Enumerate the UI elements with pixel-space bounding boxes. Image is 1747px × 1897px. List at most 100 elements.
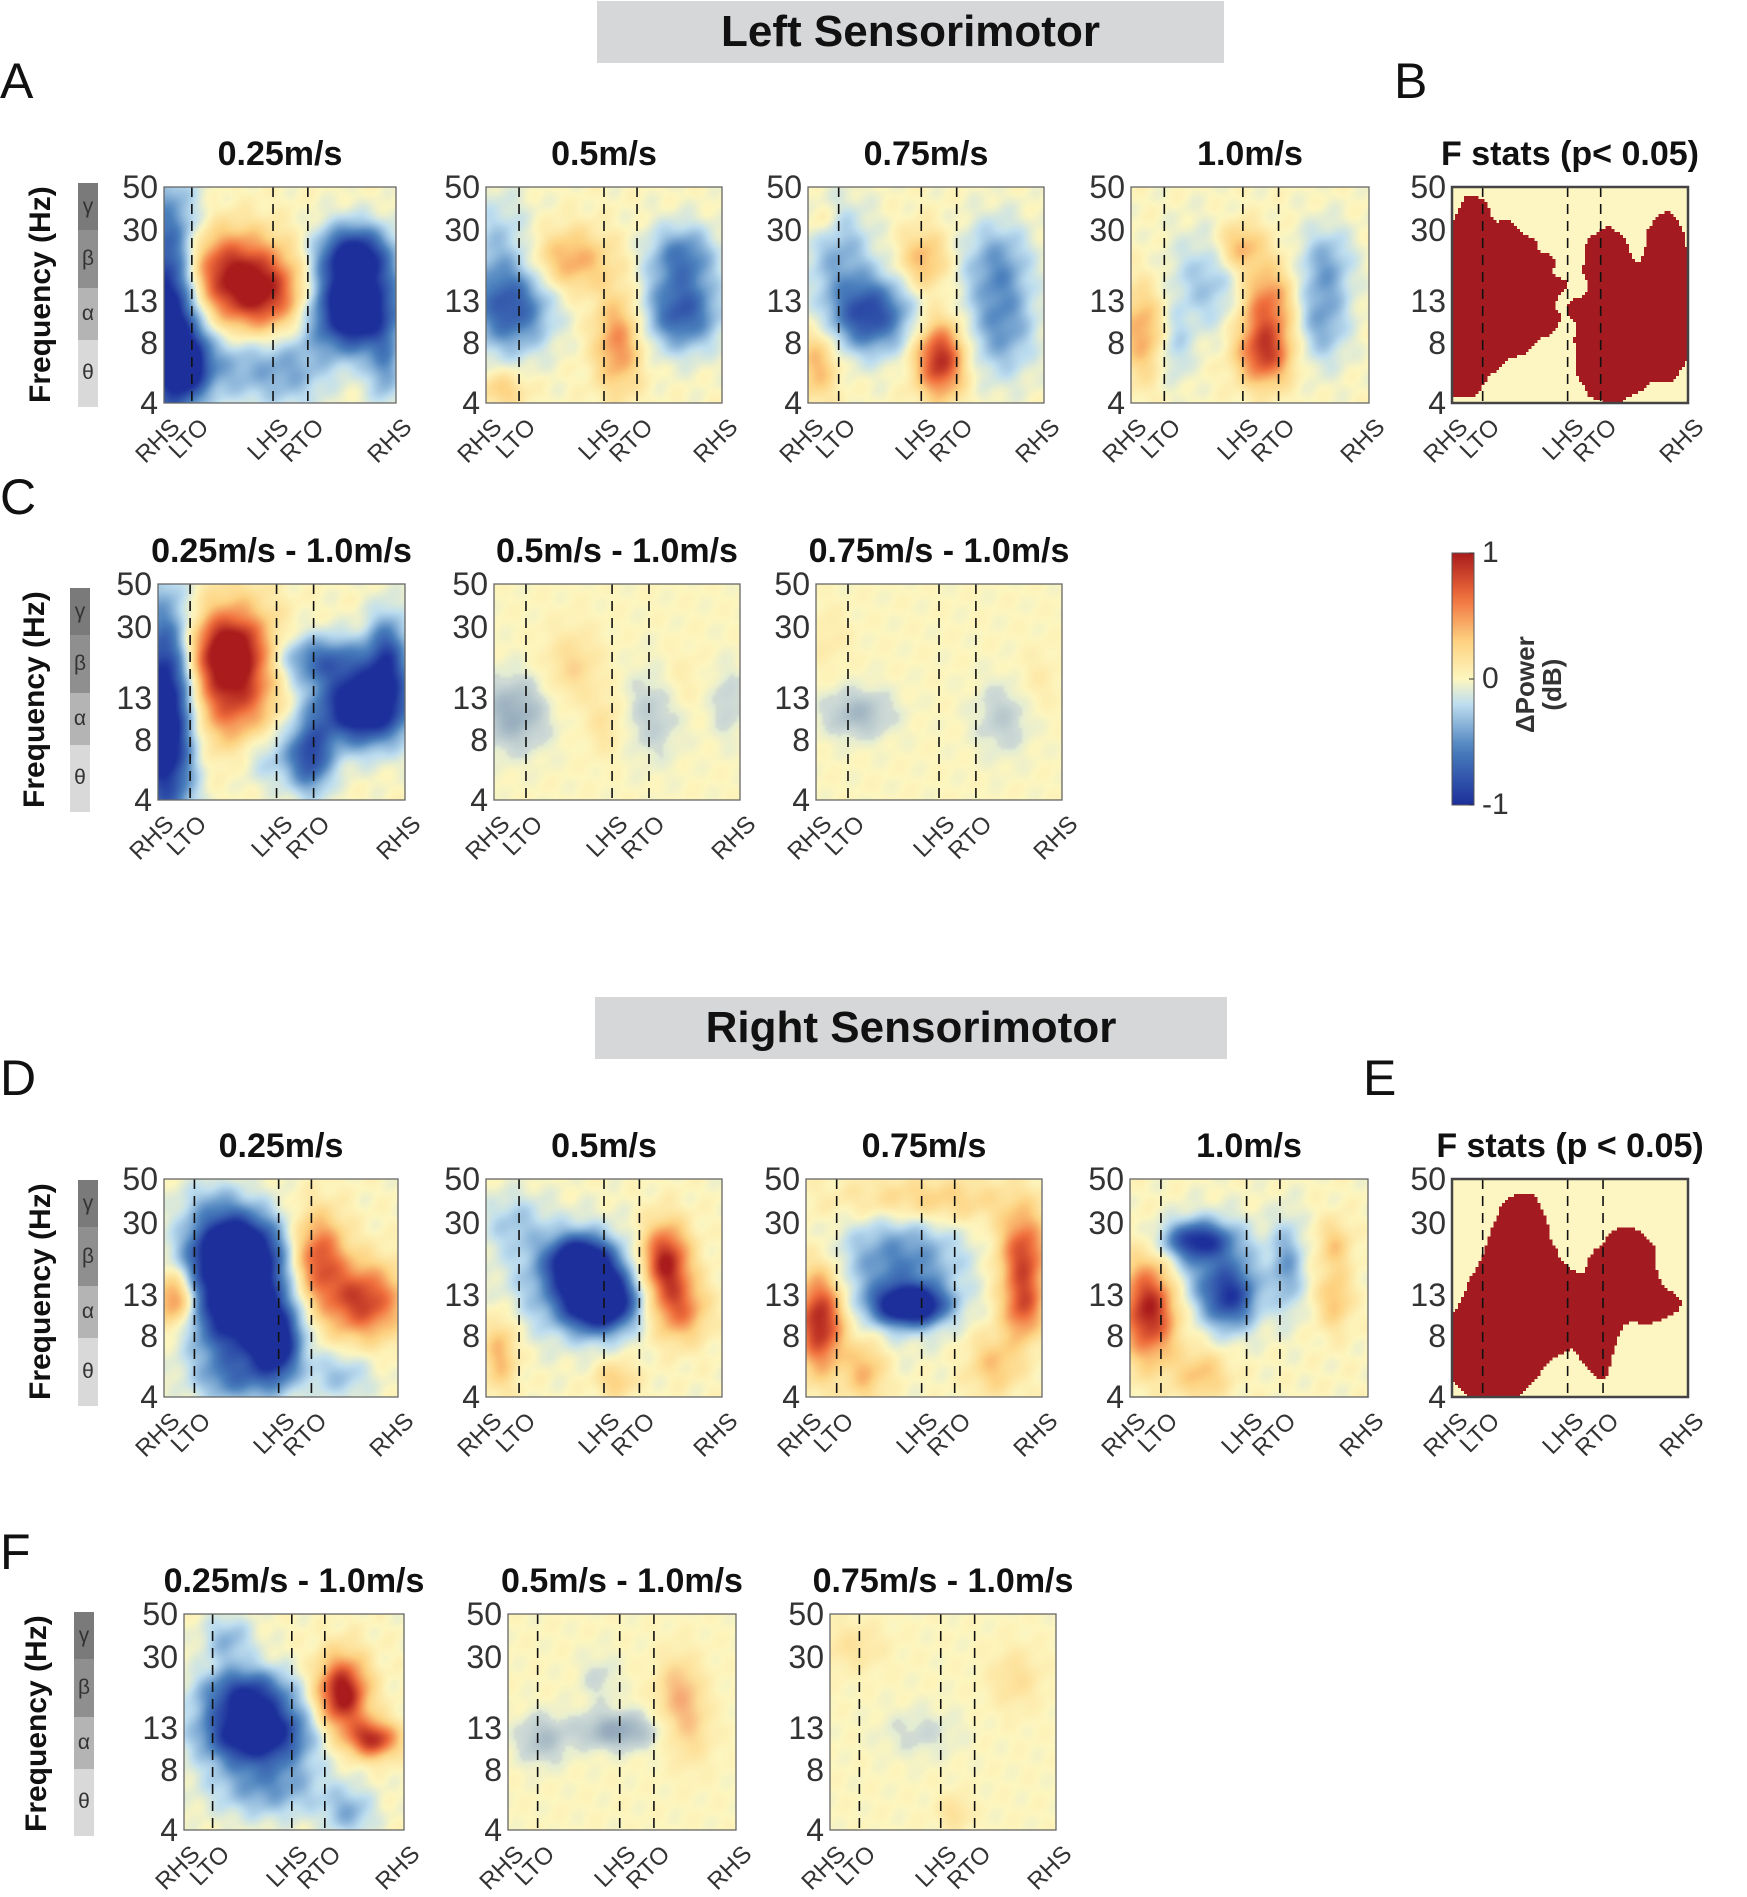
ytick-label-4: 4 bbox=[1107, 385, 1125, 421]
ytick-label-50: 50 bbox=[122, 1161, 158, 1197]
ytick-label-8: 8 bbox=[1106, 1317, 1124, 1354]
ytick-label-50: 50 bbox=[444, 1161, 480, 1197]
plot-frame bbox=[829, 1613, 1057, 1831]
heatmap-c2 bbox=[493, 583, 741, 801]
heatmap-b bbox=[1450, 185, 1690, 405]
ytick-label-8: 8 bbox=[140, 1317, 158, 1354]
plot-title-d3: 0.75m/s bbox=[861, 1127, 987, 1165]
ytick-label-50: 50 bbox=[1089, 169, 1125, 205]
plot-title-f1: 0.25m/s - 1.0m/s bbox=[163, 1562, 425, 1600]
ytick-label-13: 13 bbox=[1410, 1276, 1446, 1313]
plot-frame bbox=[1129, 1178, 1369, 1398]
band-label: α bbox=[81, 302, 95, 326]
band-segment bbox=[70, 744, 90, 812]
panel-letter-b: B bbox=[1394, 53, 1428, 109]
ytick-label-13: 13 bbox=[142, 1710, 178, 1747]
y-axis-label: Frequency (Hz) bbox=[24, 186, 57, 403]
ytick-label-4: 4 bbox=[470, 782, 488, 818]
plot-frame bbox=[807, 186, 1045, 404]
section-title-left: Left Sensorimotor bbox=[597, 1, 1224, 63]
heatmap-image-b bbox=[1452, 187, 1688, 403]
ytick-label-50: 50 bbox=[466, 1596, 502, 1632]
band-segment bbox=[74, 1768, 94, 1836]
ytick-label-4: 4 bbox=[1106, 1379, 1124, 1415]
ytick-label-4: 4 bbox=[134, 782, 152, 818]
heatmap-image-f2 bbox=[508, 1614, 736, 1830]
section-title-right: Right Sensorimotor bbox=[595, 997, 1227, 1059]
band-segment bbox=[78, 1180, 98, 1228]
ytick-label-30: 30 bbox=[444, 1204, 480, 1241]
ytick-label-4: 4 bbox=[160, 1812, 178, 1848]
y-axis-label: Frequency (Hz) bbox=[20, 1615, 53, 1832]
plot-title-d1: 0.25m/s bbox=[218, 1127, 344, 1165]
ytick-label-4: 4 bbox=[462, 1379, 480, 1415]
ytick-label-50: 50 bbox=[774, 566, 810, 602]
heatmap-image-d1 bbox=[164, 1179, 398, 1397]
plot-frame bbox=[183, 1613, 405, 1831]
band-label: β bbox=[73, 652, 87, 676]
ytick-label-30: 30 bbox=[122, 212, 158, 249]
heatmap-image-a4 bbox=[1131, 187, 1369, 403]
plot-frame bbox=[485, 186, 723, 404]
heatmap-c3 bbox=[815, 583, 1063, 801]
plot-frame bbox=[1450, 185, 1690, 405]
colorbar-tick-label: 1 bbox=[1482, 536, 1499, 569]
plot-title-a2: 0.5m/s bbox=[551, 135, 657, 173]
ytick-label-8: 8 bbox=[484, 1751, 502, 1788]
ytick-label-30: 30 bbox=[452, 609, 488, 646]
heatmap-f1 bbox=[183, 1613, 405, 1831]
band-label: θ bbox=[74, 766, 86, 790]
heatmap-a1 bbox=[163, 186, 397, 404]
panel-letter-e: E bbox=[1363, 1050, 1397, 1106]
band-label: θ bbox=[82, 1360, 94, 1384]
plot-title-c1: 0.25m/s - 1.0m/s bbox=[151, 532, 412, 570]
heatmap-image-c2 bbox=[494, 584, 740, 800]
band-label: β bbox=[77, 1676, 91, 1700]
heatmap-d2 bbox=[485, 1178, 723, 1398]
ytick-label-8: 8 bbox=[782, 1317, 800, 1354]
plot-frame bbox=[1450, 1177, 1690, 1399]
ytick-label-13: 13 bbox=[788, 1710, 824, 1747]
ytick-label-13: 13 bbox=[466, 1710, 502, 1747]
ytick-label-13: 13 bbox=[1089, 283, 1125, 320]
band-label: θ bbox=[82, 361, 94, 385]
plot-title-f3: 0.75m/s - 1.0m/s bbox=[812, 1562, 1074, 1600]
ytick-label-30: 30 bbox=[466, 1639, 502, 1676]
plot-title-a4: 1.0m/s bbox=[1197, 135, 1303, 173]
band-label: γ bbox=[82, 194, 94, 218]
ytick-label-30: 30 bbox=[116, 609, 152, 646]
heatmap-a3 bbox=[807, 186, 1045, 404]
ytick-label-8: 8 bbox=[462, 324, 480, 361]
band-segment bbox=[74, 1612, 94, 1660]
colorbar-label: ΔPower (dB) bbox=[1510, 636, 1567, 733]
plot-frame bbox=[157, 583, 406, 801]
ytick-label-8: 8 bbox=[462, 1317, 480, 1354]
ytick-label-4: 4 bbox=[792, 782, 810, 818]
ytick-label-30: 30 bbox=[142, 1639, 178, 1676]
ytick-label-30: 30 bbox=[122, 1204, 158, 1241]
band-segment bbox=[78, 288, 98, 340]
ytick-label-8: 8 bbox=[1428, 324, 1446, 361]
band-segment bbox=[78, 1338, 98, 1406]
plot-frame bbox=[1130, 186, 1370, 404]
y-axis-label: Frequency (Hz) bbox=[18, 591, 51, 808]
band-label: α bbox=[81, 1300, 95, 1324]
heatmap-e bbox=[1450, 1177, 1690, 1399]
ytick-label-30: 30 bbox=[1410, 1204, 1446, 1241]
ytick-label-8: 8 bbox=[1428, 1317, 1446, 1354]
heatmap-image-a1 bbox=[164, 187, 396, 403]
heatmap-image-d3 bbox=[806, 1179, 1042, 1397]
ytick-label-50: 50 bbox=[452, 566, 488, 602]
ytick-label-13: 13 bbox=[444, 283, 480, 320]
heatmap-image-c1 bbox=[158, 584, 405, 800]
plot-frame bbox=[485, 1178, 723, 1398]
ytick-label-4: 4 bbox=[806, 1812, 824, 1848]
ytick-label-13: 13 bbox=[122, 1276, 158, 1313]
plot-title-d2: 0.5m/s bbox=[551, 1127, 657, 1165]
ytick-label-8: 8 bbox=[160, 1751, 178, 1788]
ytick-label-50: 50 bbox=[142, 1596, 178, 1632]
ytick-label-30: 30 bbox=[774, 609, 810, 646]
band-label: β bbox=[81, 1244, 95, 1268]
heatmap-image-a3 bbox=[808, 187, 1044, 403]
